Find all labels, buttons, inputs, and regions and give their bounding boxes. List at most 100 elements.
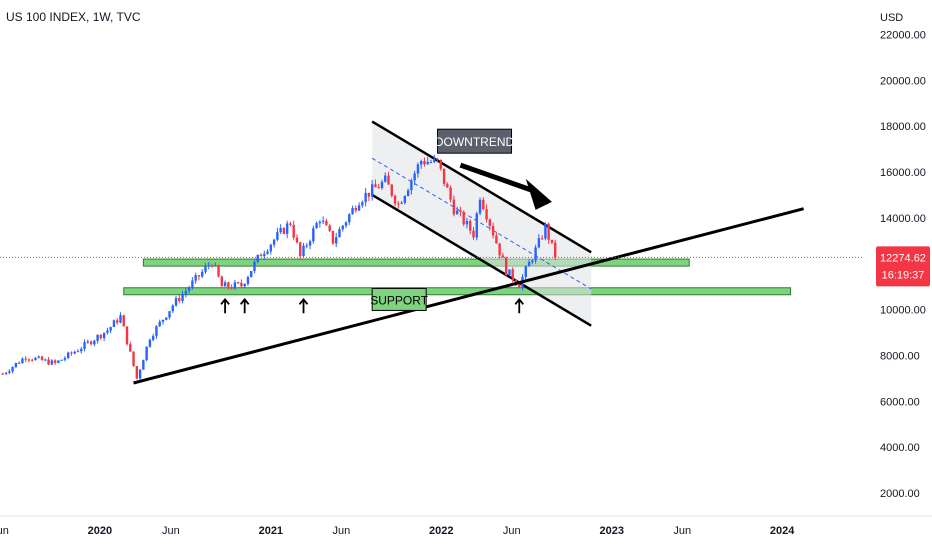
candle-body — [361, 202, 364, 206]
candle-body — [44, 359, 47, 361]
candle-body — [73, 351, 76, 354]
time-tick-label: 2020 — [88, 525, 112, 537]
candle-body — [318, 221, 322, 224]
downtrend-label-box — [437, 128, 513, 154]
candle-body — [321, 220, 325, 222]
candle-body — [200, 271, 204, 277]
price-badge: 12274.62 16:19:37 — [876, 246, 930, 287]
candle-body — [547, 223, 550, 240]
candle-body — [132, 351, 135, 367]
candle-body — [374, 184, 377, 188]
candle-body — [178, 298, 181, 301]
candle-body — [194, 275, 197, 281]
downtrend-channel[interactable] — [371, 120, 592, 327]
candle-body — [406, 190, 410, 196]
candle-body — [250, 271, 253, 278]
candle-body — [99, 335, 103, 339]
candle-body — [276, 232, 279, 240]
chart-title: US 100 INDEX, 1W, TVC — [6, 10, 141, 24]
candle-body — [89, 341, 93, 345]
candle-body — [119, 315, 122, 323]
candle-body — [148, 339, 152, 347]
time-axis-bg — [0, 516, 932, 550]
candle-body — [511, 269, 514, 280]
candle-body — [540, 238, 544, 240]
candle-body — [465, 221, 469, 225]
candle-body — [223, 282, 227, 287]
time-tick-label: Jun — [503, 525, 521, 537]
time-tick-label: Jun — [673, 525, 691, 537]
candle-body — [433, 158, 436, 162]
candle-body — [328, 225, 331, 231]
candle-body — [302, 245, 305, 257]
candle-body — [256, 254, 259, 262]
price-badge-box — [876, 246, 930, 287]
candle-body — [125, 326, 129, 345]
candle-body — [469, 221, 472, 231]
price-tick-label: 16000.00 — [880, 167, 926, 179]
candle-body — [299, 242, 302, 257]
candle-body — [34, 357, 37, 361]
candle-body — [370, 184, 374, 197]
candle-body — [272, 239, 276, 245]
candle-body — [70, 352, 73, 354]
candle-body — [390, 184, 393, 196]
annotations[interactable]: DOWNTREND SUPPORT — [370, 128, 552, 311]
candle-body — [155, 326, 158, 337]
candle-body — [527, 262, 531, 267]
candle-body — [524, 266, 527, 277]
reaction-arrows — [220, 297, 524, 314]
candle-body — [387, 175, 390, 185]
candle-body — [357, 205, 361, 211]
candle-body — [207, 265, 210, 267]
candle-body — [475, 213, 478, 238]
candle-body — [214, 265, 217, 267]
candle-body — [285, 223, 289, 234]
candle-body — [419, 160, 423, 165]
support-zones[interactable] — [123, 258, 792, 296]
candle-body — [282, 227, 286, 234]
candle-body — [220, 276, 224, 287]
price-tick-label: 2000.00 — [880, 488, 920, 500]
candle-body — [308, 241, 312, 246]
candle-body — [495, 235, 498, 244]
channel-lower-line — [371, 193, 592, 327]
candle-body — [57, 360, 60, 363]
candle-body — [367, 192, 371, 197]
candle-body — [534, 247, 537, 261]
candle-body — [403, 195, 407, 203]
candle-body — [135, 366, 139, 379]
candle-body — [325, 220, 328, 226]
candle-body — [295, 237, 299, 243]
trendline[interactable] — [0, 207, 862, 385]
candle-body — [482, 199, 485, 210]
candle-body — [37, 356, 40, 358]
candle-body — [191, 280, 194, 288]
price-badge-countdown: 16:19:37 — [882, 269, 925, 281]
candle-body — [263, 253, 266, 257]
candle-body — [544, 223, 547, 239]
candle-body — [338, 229, 341, 238]
candle-body — [93, 340, 96, 345]
candle-body — [184, 290, 188, 295]
time-axis[interactable]: Jun 2020 Jun 2021 Jun 2022 Jun 2023 Jun 2024 — [0, 515, 932, 550]
time-tick-label: 2021 — [259, 525, 283, 537]
candle-body — [230, 287, 233, 289]
time-tick-label: 2022 — [429, 525, 453, 537]
candle-body — [312, 228, 315, 242]
candle-body — [449, 187, 452, 200]
candle-body — [384, 175, 387, 182]
candle-body — [446, 183, 449, 188]
candle-body — [158, 321, 161, 327]
candle-body — [439, 159, 443, 169]
candle-body — [17, 363, 21, 365]
candle-body — [518, 284, 521, 289]
candle-body — [393, 195, 397, 204]
price-tick-label: 22000.00 — [880, 29, 926, 41]
support-zone — [123, 287, 792, 296]
candle-body — [106, 330, 109, 333]
candle-body — [66, 352, 70, 359]
candle-body — [161, 319, 165, 322]
candle-body — [452, 199, 456, 215]
